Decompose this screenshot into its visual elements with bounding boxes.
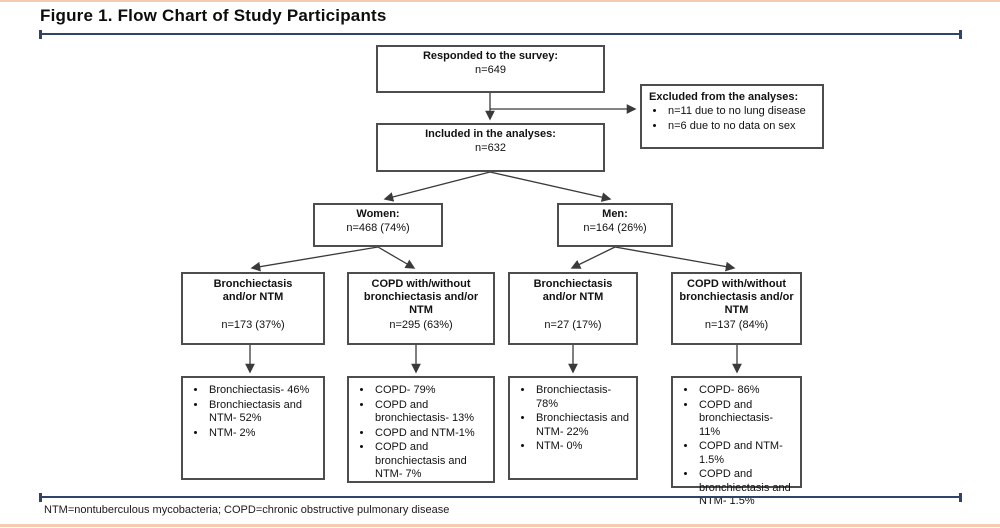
list-item: NTM- 0% [534, 440, 632, 454]
women-copd-value: n=295 (63%) [389, 319, 453, 331]
included-value: n=632 [475, 142, 506, 154]
men-copd-detail-list: COPD- 86% COPD and bronchiectasis- 11% C… [677, 384, 796, 509]
list-item: COPD- 79% [373, 384, 489, 398]
list-item: Bronchiectasis and NTM- 22% [534, 412, 632, 439]
women-copd-detail-box: COPD- 79% COPD and bronchiectasis- 13% C… [347, 376, 495, 483]
men-box: Men: n=164 (26%) [557, 203, 673, 247]
page-bottom-accent-line [0, 524, 1000, 527]
figure-title: Figure 1. Flow Chart of Study Participan… [40, 6, 387, 25]
abbreviation-footnote: NTM=nontuberculous mycobacteria; COPD=ch… [44, 504, 450, 516]
women-bronchiectasis-detail-box: Bronchiectasis- 46% Bronchiectasis and N… [181, 376, 325, 480]
included-title: Included in the analyses: [425, 128, 556, 140]
men-copd-box: COPD with/without bronchiectasis and/or … [671, 272, 802, 345]
women-bronchiectasis-value: n=173 (37%) [221, 319, 285, 331]
responded-title: Responded to the survey: [422, 50, 559, 62]
excluded-title: Excluded from the analyses: [649, 91, 799, 103]
top-rule [40, 33, 961, 35]
men-value: n=164 (26%) [583, 222, 647, 234]
men-bronchiectasis-value: n=27 (17%) [544, 319, 602, 331]
responded-box: Responded to the survey: n=649 [376, 45, 605, 93]
top-rule-left-cap [39, 30, 42, 39]
excluded-box: Excluded from the analyses: n=11 due to … [640, 84, 824, 149]
women-box: Women: n=468 (74%) [313, 203, 443, 247]
bottom-rule [40, 496, 961, 498]
men-title: Men: [602, 208, 628, 220]
women-bronchiectasis-detail-list: Bronchiectasis- 46% Bronchiectasis and N… [187, 384, 319, 440]
list-item: COPD and bronchiectasis and NTM- 7% [373, 441, 489, 482]
top-rule-right-cap [959, 30, 962, 39]
list-item: COPD- 86% [697, 384, 796, 398]
list-item: COPD and bronchiectasis- 11% [697, 399, 796, 440]
men-bronchiectasis-title: Bronchiectasis and/or NTM [533, 278, 613, 303]
women-bronchiectasis-box: Bronchiectasis and/or NTM n=173 (37%) [181, 272, 325, 345]
list-item: Bronchiectasis and NTM- 52% [207, 399, 319, 426]
women-copd-title: COPD with/without bronchiectasis and/or … [363, 278, 479, 316]
bottom-rule-right-cap [959, 493, 962, 502]
list-item: n=11 due to no lung disease [666, 105, 818, 119]
list-item: COPD and bronchiectasis and NTM- 1.5% [697, 468, 796, 509]
men-bronchiectasis-detail-list: Bronchiectasis- 78% Bronchiectasis and N… [514, 384, 632, 454]
women-bronchiectasis-title: Bronchiectasis and/or NTM [213, 278, 293, 303]
list-item: n=6 due to no data on sex [666, 120, 818, 134]
responded-value: n=649 [475, 64, 506, 76]
men-copd-value: n=137 (84%) [704, 319, 769, 331]
page-top-accent-line [0, 0, 1000, 2]
list-item: COPD and NTM-1% [373, 427, 489, 441]
list-item: Bronchiectasis- 46% [207, 384, 319, 398]
men-copd-title: COPD with/without bronchiectasis and/or … [679, 278, 794, 316]
men-copd-detail-box: COPD- 86% COPD and bronchiectasis- 11% C… [671, 376, 802, 507]
excluded-list: n=11 due to no lung disease n=6 due to n… [646, 105, 818, 133]
included-box: Included in the analyses: n=632 [376, 123, 605, 172]
list-item: NTM- 2% [207, 427, 319, 441]
list-item: COPD and NTM- 1.5% [697, 440, 796, 467]
list-item: COPD and bronchiectasis- 13% [373, 399, 489, 426]
women-copd-detail-list: COPD- 79% COPD and bronchiectasis- 13% C… [353, 384, 489, 482]
men-bronchiectasis-box: Bronchiectasis and/or NTM n=27 (17%) [508, 272, 638, 345]
women-title: Women: [356, 208, 400, 220]
list-item: Bronchiectasis- 78% [534, 384, 632, 411]
men-bronchiectasis-detail-box: Bronchiectasis- 78% Bronchiectasis and N… [508, 376, 638, 480]
women-copd-box: COPD with/without bronchiectasis and/or … [347, 272, 495, 345]
bottom-rule-left-cap [39, 493, 42, 502]
women-value: n=468 (74%) [346, 222, 410, 234]
